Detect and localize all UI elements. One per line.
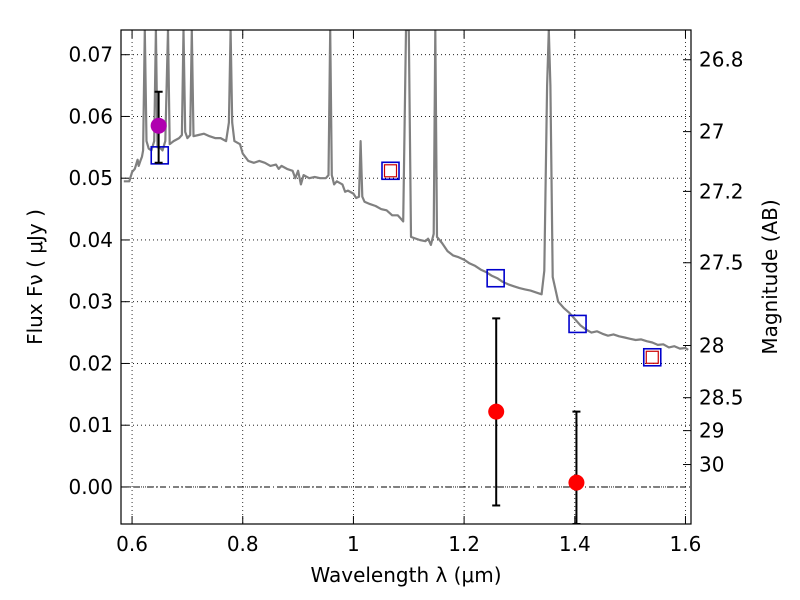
magnitude-tick-label: 27 — [699, 120, 724, 144]
y-ticks: 0.00 0.01 0.02 0.03 0.04 0.05 0.06 0.07 — [68, 43, 129, 499]
detection-point — [150, 117, 167, 134]
x-axis-label: Wavelength λ (μm) — [310, 563, 501, 587]
magnitude-tick-label: 29 — [699, 419, 724, 443]
magnitude-tick-label: 28.5 — [699, 386, 744, 410]
y-tick-label: 0.02 — [68, 351, 113, 375]
magnitude-axis-label: Magnitude (AB) — [758, 199, 782, 354]
x-tick-label: 1.6 — [670, 532, 702, 556]
magnitude-tick-label: 27.5 — [699, 251, 744, 275]
plot-region — [121, 30, 691, 524]
model-photometry-marker — [568, 314, 587, 334]
model-photometry-inner-marker — [645, 350, 659, 364]
magnitude-tick-label: 30 — [699, 453, 724, 477]
y-tick-label: 0.07 — [68, 43, 113, 67]
measured-points — [150, 117, 585, 491]
model-spectrum-line — [123, 30, 689, 351]
magnitude-tick-label: 28 — [699, 333, 724, 357]
model-photometry-marker — [381, 161, 400, 181]
y-tick-label: 0.04 — [68, 228, 113, 252]
error-bars — [154, 90, 581, 524]
x-tick-label: 0.6 — [116, 532, 148, 556]
measurement-point — [568, 474, 585, 491]
y-tick-label: 0.06 — [68, 104, 113, 128]
y-tick-label: 0.03 — [68, 290, 113, 314]
model-photometry-marker — [486, 268, 505, 288]
model-photometry-markers — [150, 146, 662, 367]
x-tick-label: 1 — [347, 532, 360, 556]
magnitude-tick-label: 27.2 — [699, 179, 744, 203]
magnitude-tick-label: 26.8 — [699, 48, 744, 72]
model-photometry-marker — [150, 146, 170, 165]
x-ticks: 0.6 0.8 1 1.2 1.4 1.6 — [116, 30, 701, 556]
y-axis-label: Flux Fν ( μJy ) — [23, 209, 47, 345]
plot-frame — [120, 29, 692, 525]
x-tick-label: 0.8 — [227, 532, 259, 556]
y-tick-label: 0.01 — [68, 413, 113, 437]
magnitude-ticks: 26.8 27 27.2 27.5 28 28.5 29 30 — [683, 48, 744, 477]
y-tick-label: 0.05 — [68, 166, 113, 190]
model-photometry-marker — [642, 347, 662, 367]
x-tick-label: 1.2 — [448, 532, 480, 556]
y-tick-label: 0.00 — [68, 475, 113, 499]
measurement-point — [488, 403, 505, 420]
model-photometry-inner-marker — [383, 164, 398, 178]
x-tick-label: 1.4 — [559, 532, 591, 556]
